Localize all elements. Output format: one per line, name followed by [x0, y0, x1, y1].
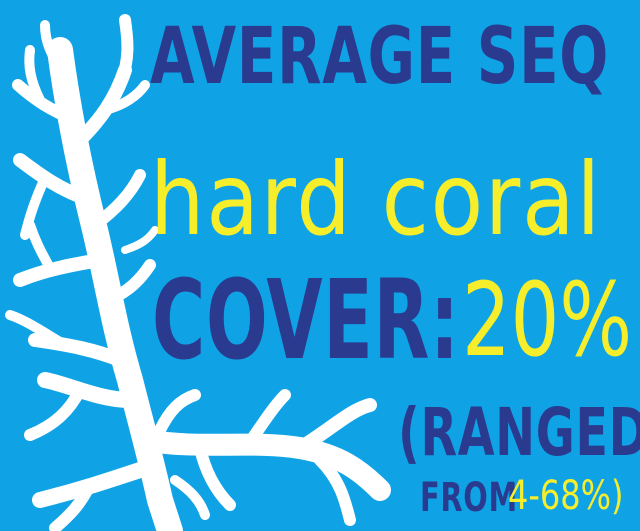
headline-line-2: hard coral [150, 141, 603, 258]
cover-value: 20% [462, 261, 633, 380]
from-label: FROM [420, 475, 518, 521]
range-value: 4-68%) [508, 473, 624, 519]
cover-label: COVER: [152, 256, 460, 384]
ranged-label: (RANGED [398, 394, 640, 471]
headline-line-1: AVERAGE SEQ [150, 12, 610, 102]
